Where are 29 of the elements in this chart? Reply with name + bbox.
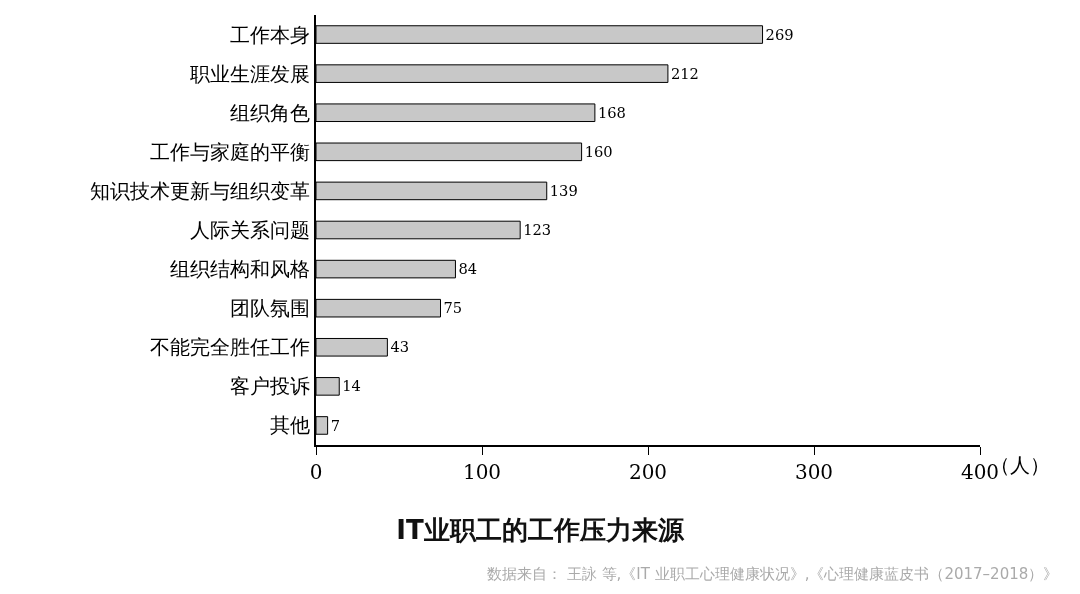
- text: IT业职工的工作压力来源: [396, 514, 685, 545]
- y-tick-label: 工作本身: [230, 22, 311, 47]
- y-tick-label: 团队氛围: [230, 296, 311, 321]
- x-tick-label: 0: [309, 459, 323, 484]
- data-label: 43: [390, 338, 410, 356]
- y-tick-label: 不能完全胜任工作: [150, 335, 311, 360]
- data-label: 168: [597, 103, 626, 121]
- y-tick-label: 职业生涯发展: [190, 61, 311, 86]
- data-label: 75: [443, 299, 463, 317]
- y-tick-label: 其他: [270, 413, 311, 438]
- x-tick-label: 300: [794, 459, 834, 484]
- data-label: 160: [584, 142, 613, 160]
- data-label: 14: [342, 377, 361, 395]
- data-label: 7: [330, 416, 340, 434]
- text: 数据来自： 王詠 等,《IT 业职工心理健康状况》,《心理健康蓝皮书（2017–2018）》: [487, 565, 1059, 583]
- data-label: 269: [765, 25, 794, 43]
- data-label: 84: [458, 260, 478, 278]
- y-tick-label: 工作与家庭的平衡: [150, 139, 311, 164]
- y-tick-label: 人际关系问题: [190, 218, 311, 242]
- x-tick-label: 400: [960, 459, 1000, 484]
- data-label: 123: [523, 221, 552, 239]
- y-tick-label: 组织角色: [230, 100, 311, 125]
- data-label: 139: [549, 182, 578, 200]
- y-tick-label: 客户投诉: [230, 374, 311, 399]
- y-tick-label: 知识技术更新与组织变革: [90, 178, 311, 203]
- x-tick-label: 200: [628, 459, 668, 484]
- y-tick-label: 组织结构和风格: [170, 257, 311, 282]
- data-label: 212: [670, 64, 699, 82]
- x-tick-label: 100: [462, 459, 502, 484]
